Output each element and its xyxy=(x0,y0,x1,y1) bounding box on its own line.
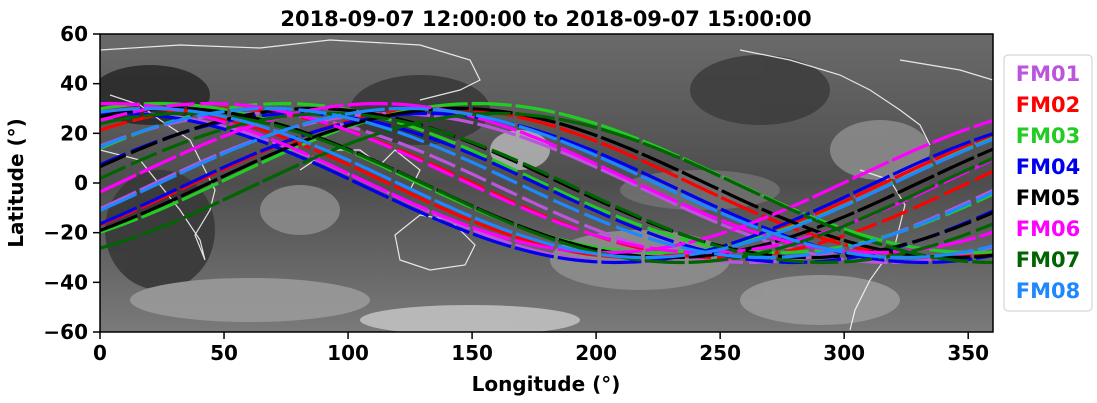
legend-item-fm06: FM06 xyxy=(1016,217,1080,241)
legend-item-fm07: FM07 xyxy=(1016,248,1080,272)
y-tick-label: −60 xyxy=(43,320,88,344)
legend-item-fm08: FM08 xyxy=(1016,279,1080,303)
y-axis: 60 40 20 0 −20 −40 −60 xyxy=(43,22,100,344)
x-axis-label: Longitude (°) xyxy=(472,372,621,396)
track-fm06 xyxy=(100,101,993,255)
legend-box xyxy=(1003,54,1093,312)
y-axis-label: Latitude (°) xyxy=(4,118,28,248)
track-fm05 xyxy=(100,106,993,260)
track-fm04 xyxy=(100,111,993,265)
track-fm08 xyxy=(100,106,993,260)
chart-title: 2018-09-07 12:00:00 to 2018-09-07 15:00:… xyxy=(280,7,811,31)
x-tick-label: 0 xyxy=(93,341,107,365)
x-tick-label: 150 xyxy=(451,341,493,365)
x-tick-label: 350 xyxy=(947,341,989,365)
y-tick-label: 40 xyxy=(60,72,88,96)
y-tick-label: −40 xyxy=(43,270,88,294)
track-fm04 xyxy=(100,111,993,265)
legend-item-fm01: FM01 xyxy=(1016,62,1080,86)
x-tick-label: 50 xyxy=(210,341,238,365)
x-tick-label: 250 xyxy=(699,341,741,365)
track-fm06 xyxy=(100,101,993,255)
track-fm07 xyxy=(100,111,993,265)
legend-item-fm04: FM04 xyxy=(1016,155,1080,179)
satellite-tracks xyxy=(100,101,993,265)
legend-item-fm05: FM05 xyxy=(1016,186,1080,210)
track-fm08 xyxy=(100,106,993,260)
x-tick-label: 300 xyxy=(823,341,865,365)
plot-area xyxy=(100,34,993,332)
y-tick-label: 0 xyxy=(74,171,88,195)
track-fm05 xyxy=(100,106,993,260)
y-tick-label: 60 xyxy=(60,22,88,46)
x-axis: 0 50 100 150 200 250 300 350 xyxy=(93,332,989,365)
track-fm03 xyxy=(100,101,993,255)
x-tick-label: 200 xyxy=(575,341,617,365)
y-tick-label: 20 xyxy=(60,121,88,145)
y-tick-label: −20 xyxy=(43,221,88,245)
legend-item-fm02: FM02 xyxy=(1016,93,1080,117)
x-tick-label: 100 xyxy=(327,341,369,365)
track-fm08 xyxy=(100,106,993,260)
legend-item-fm03: FM03 xyxy=(1016,124,1080,148)
track-fm07 xyxy=(100,111,993,265)
legend: FM01 FM02 FM03 FM04 FM05 FM06 FM07 FM08 xyxy=(1003,54,1093,312)
